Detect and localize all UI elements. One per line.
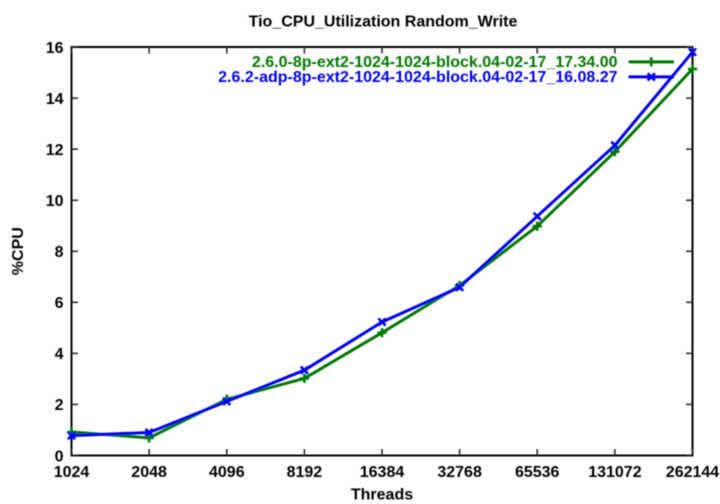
svg-text:%CPU: %CPU [10,227,27,275]
svg-text:12: 12 [46,142,64,159]
svg-text:4: 4 [55,346,64,363]
svg-text:2.6.2-adp-8p-ext2-1024-1024-bl: 2.6.2-adp-8p-ext2-1024-1024-block.04-02-… [218,69,617,86]
svg-text:1024: 1024 [54,464,90,481]
svg-text:16: 16 [46,40,64,57]
svg-text:0: 0 [55,448,64,465]
svg-text:2: 2 [55,397,64,414]
svg-text:4096: 4096 [209,464,245,481]
svg-text:32768: 32768 [437,464,482,481]
svg-text:Tio_CPU_Utilization Random_Wri: Tio_CPU_Utilization Random_Write [249,13,518,30]
svg-text:65536: 65536 [515,464,560,481]
svg-text:262144: 262144 [666,464,719,481]
svg-text:14: 14 [46,91,64,108]
svg-text:2048: 2048 [131,464,167,481]
svg-text:6: 6 [55,295,64,312]
svg-text:2.6.0-8p-ext2-1024-1024-block.: 2.6.0-8p-ext2-1024-1024-block.04-02-17_1… [252,54,618,71]
svg-text:131072: 131072 [588,464,641,481]
svg-text:8192: 8192 [287,464,323,481]
svg-text:Threads: Threads [351,486,413,503]
svg-text:10: 10 [46,193,64,210]
svg-text:8: 8 [55,244,64,261]
svg-text:16384: 16384 [360,464,405,481]
